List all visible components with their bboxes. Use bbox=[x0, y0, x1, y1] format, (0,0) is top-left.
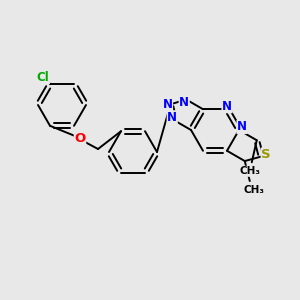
Text: CH₃: CH₃ bbox=[243, 185, 264, 195]
Text: CH₃: CH₃ bbox=[239, 166, 260, 176]
Text: S: S bbox=[261, 148, 271, 161]
Text: N: N bbox=[167, 111, 177, 124]
Text: N: N bbox=[222, 100, 232, 113]
Text: N: N bbox=[179, 96, 189, 109]
Text: N: N bbox=[163, 98, 172, 111]
Text: Cl: Cl bbox=[37, 71, 50, 84]
Text: N: N bbox=[237, 121, 247, 134]
Text: O: O bbox=[74, 133, 86, 146]
